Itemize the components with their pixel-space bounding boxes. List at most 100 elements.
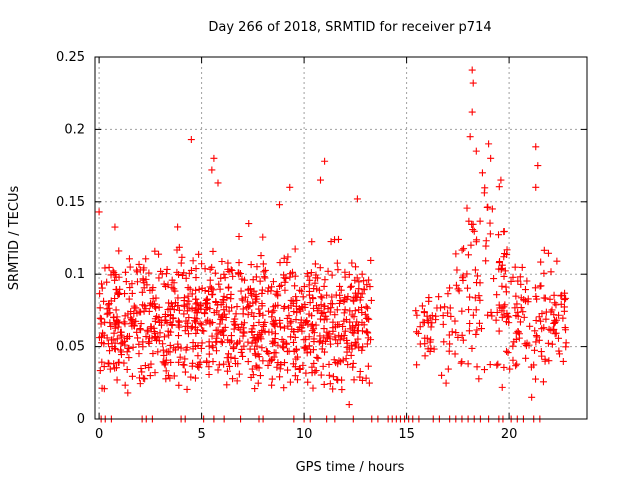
- data-point: [548, 340, 556, 348]
- data-point: [328, 271, 336, 279]
- data-point: [285, 347, 293, 355]
- data-point: [288, 268, 296, 276]
- data-point: [555, 347, 563, 355]
- data-point: [249, 276, 257, 284]
- data-point: [182, 322, 190, 330]
- data-point: [168, 321, 176, 329]
- data-point: [349, 359, 357, 367]
- data-point: [123, 365, 131, 373]
- data-point: [281, 286, 289, 294]
- data-point: [331, 236, 339, 244]
- data-point: [133, 278, 141, 286]
- data-point: [221, 274, 229, 282]
- data-point: [121, 381, 129, 389]
- data-point: [358, 290, 366, 298]
- data-point: [191, 314, 199, 322]
- data-point: [245, 220, 253, 228]
- data-point: [246, 302, 254, 310]
- data-point: [309, 295, 317, 303]
- data-point: [335, 357, 343, 365]
- data-point: [452, 281, 460, 289]
- data-point: [528, 393, 536, 401]
- data-point: [254, 331, 262, 339]
- data-point: [446, 304, 454, 312]
- data-point: [245, 303, 253, 311]
- data-point: [355, 344, 363, 352]
- data-point: [316, 332, 324, 340]
- data-point: [481, 184, 489, 192]
- data-point: [430, 345, 438, 353]
- data-point: [362, 328, 370, 336]
- data-point: [154, 348, 162, 356]
- data-point: [246, 345, 254, 353]
- data-point: [465, 306, 473, 314]
- data-point: [234, 269, 242, 277]
- data-point: [323, 291, 331, 299]
- data-point: [193, 309, 201, 317]
- data-point: [433, 304, 441, 312]
- data-point: [277, 281, 285, 289]
- data-point: [216, 320, 224, 328]
- data-point: [178, 253, 186, 261]
- data-point: [307, 269, 315, 277]
- data-point: [367, 296, 375, 304]
- data-point: [235, 370, 243, 378]
- data-point: [418, 302, 426, 310]
- data-point: [113, 335, 121, 343]
- data-point: [542, 315, 550, 323]
- data-point: [502, 288, 510, 296]
- data-point: [350, 376, 358, 384]
- data-point: [291, 282, 299, 290]
- data-point: [439, 320, 447, 328]
- data-point: [505, 319, 513, 327]
- data-point: [350, 297, 358, 305]
- data-point: [104, 359, 112, 367]
- data-point: [480, 366, 488, 374]
- data-point: [531, 284, 539, 292]
- data-point: [485, 140, 493, 148]
- data-point: [274, 301, 282, 309]
- data-point: [365, 315, 373, 323]
- data-point: [152, 304, 160, 312]
- data-point: [532, 375, 540, 383]
- data-point: [562, 294, 570, 302]
- data-point: [284, 322, 292, 330]
- data-point: [291, 245, 299, 253]
- data-point: [291, 333, 299, 341]
- data-point: [471, 294, 479, 302]
- data-point: [112, 285, 120, 293]
- data-point: [155, 250, 163, 258]
- data-point: [269, 278, 277, 286]
- data-point: [235, 259, 243, 267]
- data-point: [555, 311, 563, 319]
- data-point: [552, 329, 560, 337]
- data-point: [472, 306, 480, 314]
- data-point: [341, 268, 349, 276]
- data-point: [466, 320, 474, 328]
- data-point: [121, 320, 129, 328]
- data-point: [364, 304, 372, 312]
- data-point: [175, 323, 183, 331]
- chart-title: Day 266 of 2018, SRMTID for receiver p71…: [208, 20, 491, 35]
- data-point: [280, 338, 288, 346]
- data-point: [498, 282, 506, 290]
- data-point: [151, 247, 159, 255]
- data-point: [453, 266, 461, 274]
- data-point: [189, 339, 197, 347]
- data-point: [544, 249, 552, 257]
- data-point: [532, 183, 540, 191]
- data-point: [534, 162, 542, 170]
- data-point: [111, 324, 119, 332]
- data-point: [463, 270, 471, 278]
- data-point: [110, 269, 118, 277]
- data-point: [112, 306, 120, 314]
- data-point: [458, 307, 466, 315]
- data-point: [308, 363, 316, 371]
- data-point: [289, 338, 297, 346]
- data-point: [413, 328, 421, 336]
- data-point: [182, 274, 190, 282]
- data-point: [486, 361, 494, 369]
- data-point: [317, 293, 325, 301]
- data-point: [498, 313, 506, 321]
